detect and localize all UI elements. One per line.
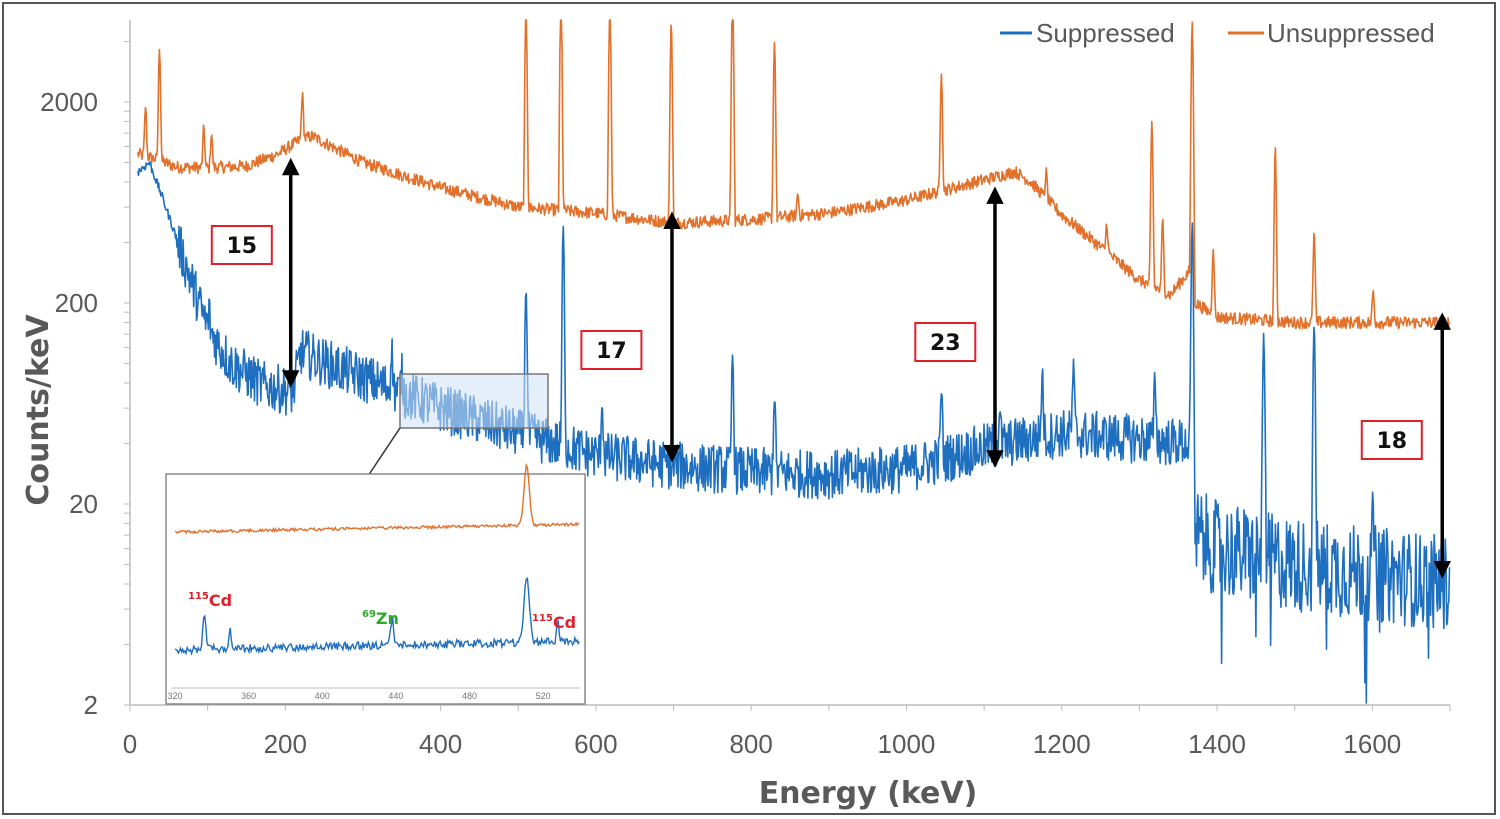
x-tick-label: 1600 — [1343, 729, 1401, 759]
inset-tick-label: 440 — [388, 691, 403, 701]
series-unsuppressed-line — [137, 19, 1451, 330]
x-tick-label: 200 — [264, 729, 307, 759]
cd-mass: 115 — [188, 591, 209, 602]
inset-unsuppressed — [174, 462, 580, 535]
inset-label-cd115-right: 115Cd — [532, 613, 576, 632]
inset-label-zn69: 69Zn — [362, 609, 399, 628]
y-tick-label: 200 — [55, 288, 98, 318]
x-tick-label: 600 — [574, 729, 617, 759]
x-tick-label: 800 — [729, 729, 772, 759]
ratio-label-box — [914, 322, 977, 362]
ratio-label-box — [1360, 420, 1423, 460]
inset-panel — [165, 473, 586, 705]
x-tick-label: 400 — [419, 729, 462, 759]
axes — [129, 20, 1450, 706]
x-tick-label: 1200 — [1033, 729, 1091, 759]
x-tick-label: 0 — [123, 729, 137, 759]
legend: Suppressed Unsuppressed — [1000, 18, 1435, 48]
y-axis-title: Counts/keV — [21, 314, 56, 506]
inset-tick-label: 400 — [315, 691, 330, 701]
inset-tick-label: 520 — [536, 691, 551, 701]
ratio-label-box — [210, 225, 273, 265]
y-tick-label: 2000 — [40, 87, 98, 117]
ratio-label: 23 — [930, 331, 961, 356]
inset-tick-label: 480 — [462, 691, 477, 701]
legend-label-suppressed: Suppressed — [1036, 18, 1175, 48]
x-tick-labels: 0 200 400 600 800 1000 1200 1400 1600 — [123, 729, 1402, 759]
x-tick-label: 1000 — [878, 729, 936, 759]
ratio-annotations: 15 17 23 18 — [210, 157, 1451, 579]
gridlines — [124, 40, 1451, 711]
series-layer — [137, 19, 1451, 704]
series-suppressed-line — [137, 161, 1451, 704]
inset-tick-labels: 320 360 400 440 480 520 — [167, 691, 550, 701]
inset-tick-label: 360 — [241, 691, 256, 701]
y-tick-label: 2 — [84, 690, 98, 720]
ratio-label: 15 — [226, 234, 257, 259]
ratio-label: 18 — [1376, 429, 1407, 454]
x-tick-label: 1400 — [1188, 729, 1246, 759]
x-axis-title: Energy (keV) — [759, 776, 978, 811]
inset-zoom: 320 360 400 440 480 520 115Cd 69Zn 115Cd — [165, 373, 586, 705]
y-tick-labels: 2 20 200 2000 — [40, 87, 98, 720]
ratio-label: 17 — [596, 339, 627, 364]
zn-mass: 69 — [362, 609, 376, 620]
inset-suppressed — [174, 577, 580, 656]
inset-highlight-region — [399, 373, 549, 429]
inset-label-cd115-left: 115Cd — [188, 591, 232, 610]
legend-label-unsuppressed: Unsuppressed — [1267, 18, 1435, 48]
inset-series — [174, 462, 580, 656]
inset-tick-label: 320 — [167, 691, 182, 701]
inset-connector — [367, 427, 401, 477]
ratio-label-box — [580, 330, 643, 370]
y-tick-label: 20 — [69, 489, 98, 519]
cd-mass: 115 — [532, 613, 553, 624]
